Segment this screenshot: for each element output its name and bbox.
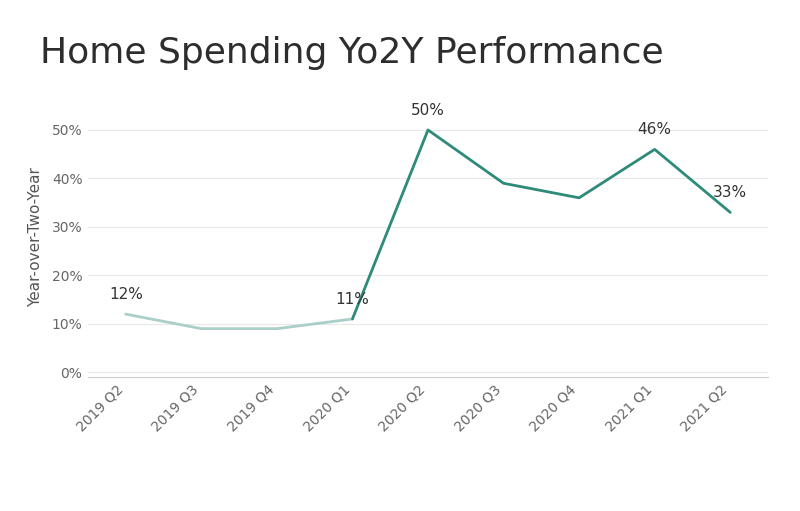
Text: 50%: 50% [411, 103, 445, 118]
Text: 11%: 11% [335, 292, 370, 307]
Text: Home Spending Yo2Y Performance: Home Spending Yo2Y Performance [40, 36, 664, 70]
Text: 33%: 33% [713, 185, 747, 200]
Text: 46%: 46% [638, 122, 672, 137]
Text: earnestresearch.com: earnestresearch.com [12, 485, 158, 499]
Text: 12%: 12% [109, 287, 142, 302]
Y-axis label: Year-over-Two-Year: Year-over-Two-Year [28, 167, 43, 307]
